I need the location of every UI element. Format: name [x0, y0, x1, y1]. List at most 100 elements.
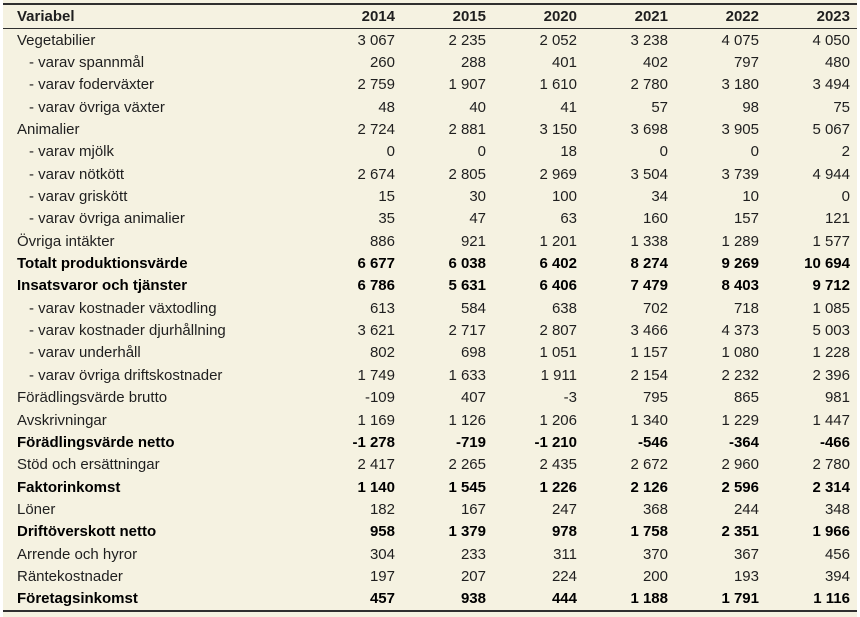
cell-value: 1 229 [721, 411, 759, 429]
cell-value: 958 [369, 523, 395, 541]
cell-value: 938 [402, 587, 493, 612]
cell-value: 2 805 [448, 165, 486, 183]
table-body: Vegetabilier 3 067 2 235 2 052 3 238 4 075 4 0… [3, 29, 857, 612]
row-label: - varav nötkött [29, 165, 125, 183]
cell-value: 0 [659, 143, 668, 161]
cell-value: 7 479 [630, 277, 668, 295]
cell-value: 402 [642, 54, 668, 72]
cell-value: 2 351 [721, 523, 759, 541]
cell-value: 311 [553, 545, 577, 563]
cell-value: 797 [733, 54, 759, 72]
row-label: Animalier [17, 121, 80, 139]
cell-value: 1 911 [540, 366, 577, 384]
cell-value: -3 [563, 389, 577, 407]
cell-value: 1 289 [721, 232, 759, 250]
cell-value: 63 [560, 210, 577, 228]
cell-value: 1 157 [630, 344, 668, 362]
row-label: - varav kostnader djurhållning [29, 322, 226, 340]
cell-value: 2 674 [357, 165, 395, 183]
table-row: - varav spannmål 260 288 401 402 797 480 [3, 51, 857, 73]
cell-value: 2 717 [448, 322, 486, 340]
cell-value: 304 [369, 545, 395, 563]
cell-value: 401 [551, 54, 577, 72]
cell-value: 886 [369, 232, 395, 250]
cell-value: 2 232 [721, 366, 759, 384]
cell-value: 4 944 [812, 165, 850, 183]
cell-value: 1 169 [357, 411, 395, 429]
cell-value: 1 545 [448, 478, 486, 496]
row-label: Förädlingsvärde netto [17, 433, 175, 451]
table-row: Löner 182 167 247 368 244 348 [3, 498, 857, 520]
cell-value: 2 052 [539, 31, 577, 49]
cell-value: 2 724 [357, 121, 395, 139]
cell-value: 3 067 [357, 31, 395, 49]
cell-value: 3 180 [721, 76, 759, 94]
cell-value: 1 080 [721, 344, 759, 362]
cell-value: 2 314 [812, 478, 850, 496]
cell-value: 224 [551, 567, 577, 585]
cell-value: -364 [728, 433, 759, 451]
cell-value: 260 [369, 54, 395, 72]
cell-value: -546 [637, 433, 668, 451]
table-row: Stöd och ersättningar 2 417 2 265 2 435 2 67… [3, 454, 857, 476]
cell-value: 48 [378, 98, 395, 116]
row-label: - varav underhåll [29, 344, 141, 362]
table-row: - varav kostnader växtodling 613 584 638 702… [3, 297, 857, 319]
cell-value: 47 [469, 210, 486, 228]
cell-value: 3 621 [357, 322, 395, 340]
cell-value: 34 [651, 188, 668, 206]
cell-value: 456 [824, 545, 850, 563]
cell-value: 3 504 [630, 165, 668, 183]
cell-value: 698 [460, 344, 486, 362]
cell-value: 9 269 [721, 255, 759, 273]
cell-value: 10 694 [804, 255, 850, 273]
cell-value: 407 [460, 389, 486, 407]
cell-value: 2 435 [539, 456, 577, 474]
cell-value: 160 [642, 210, 668, 228]
table-row: - varav övriga växter 48 40 41 57 98 75 [3, 96, 857, 118]
row-label: - varav griskött [29, 188, 128, 206]
cell-value: 2 396 [812, 366, 850, 384]
header-year-2023: 2023 [766, 3, 857, 29]
cell-value: 1 201 [539, 232, 577, 250]
cell-value: 921 [460, 232, 486, 250]
cell-value: 1 791 [675, 587, 766, 612]
cell-value: 1 116 [766, 587, 857, 612]
cell-value: 1 228 [812, 344, 850, 362]
cell-value: 1 633 [448, 366, 486, 384]
cell-value: 6 402 [539, 255, 577, 273]
cell-value: 6 038 [448, 255, 486, 273]
table-sheet: Variabel 2014 2015 2020 2021 2022 2023 V… [3, 0, 857, 617]
table-row: Räntekostnader 197 207 224 200 193 394 [3, 565, 857, 587]
cell-value: 182 [369, 500, 395, 518]
cell-value: 2 235 [448, 31, 486, 49]
cell-value: 288 [460, 54, 486, 72]
cell-value: 795 [642, 389, 668, 407]
cell-value: 2 154 [630, 366, 668, 384]
table-row: Totalt produktionsvärde 6 677 6 038 6 402 8 … [3, 252, 857, 274]
cell-value: 1 447 [812, 411, 850, 429]
cell-value: 167 [460, 500, 486, 518]
table-row: - varav mjölk 0 0 18 0 0 2 [3, 141, 857, 163]
cell-value: 1 206 [539, 411, 577, 429]
cell-value: 802 [369, 344, 395, 362]
cell-value: 3 905 [721, 121, 759, 139]
row-label: - varav övriga driftskostnader [29, 366, 223, 384]
cell-value: 8 403 [721, 277, 759, 295]
cell-value: 457 [311, 587, 402, 612]
cell-value: 2 780 [812, 456, 850, 474]
cell-value: 2 [841, 143, 850, 161]
cell-value: 2 126 [630, 478, 668, 496]
cell-value: 0 [386, 143, 395, 161]
cell-value: 57 [651, 98, 668, 116]
cell-value: 18 [560, 143, 577, 161]
cell-value: 370 [642, 545, 668, 563]
cell-value: 1 907 [448, 76, 486, 94]
header-year-2022: 2022 [675, 3, 766, 29]
cell-value: 3 494 [812, 76, 850, 94]
table-row: Övriga intäkter 886 921 1 201 1 338 1 289 1 57… [3, 230, 857, 252]
cell-value: 6 677 [357, 255, 395, 273]
cell-value: 1 749 [357, 366, 395, 384]
cell-value: 3 739 [721, 165, 759, 183]
cell-value: 35 [378, 210, 395, 228]
